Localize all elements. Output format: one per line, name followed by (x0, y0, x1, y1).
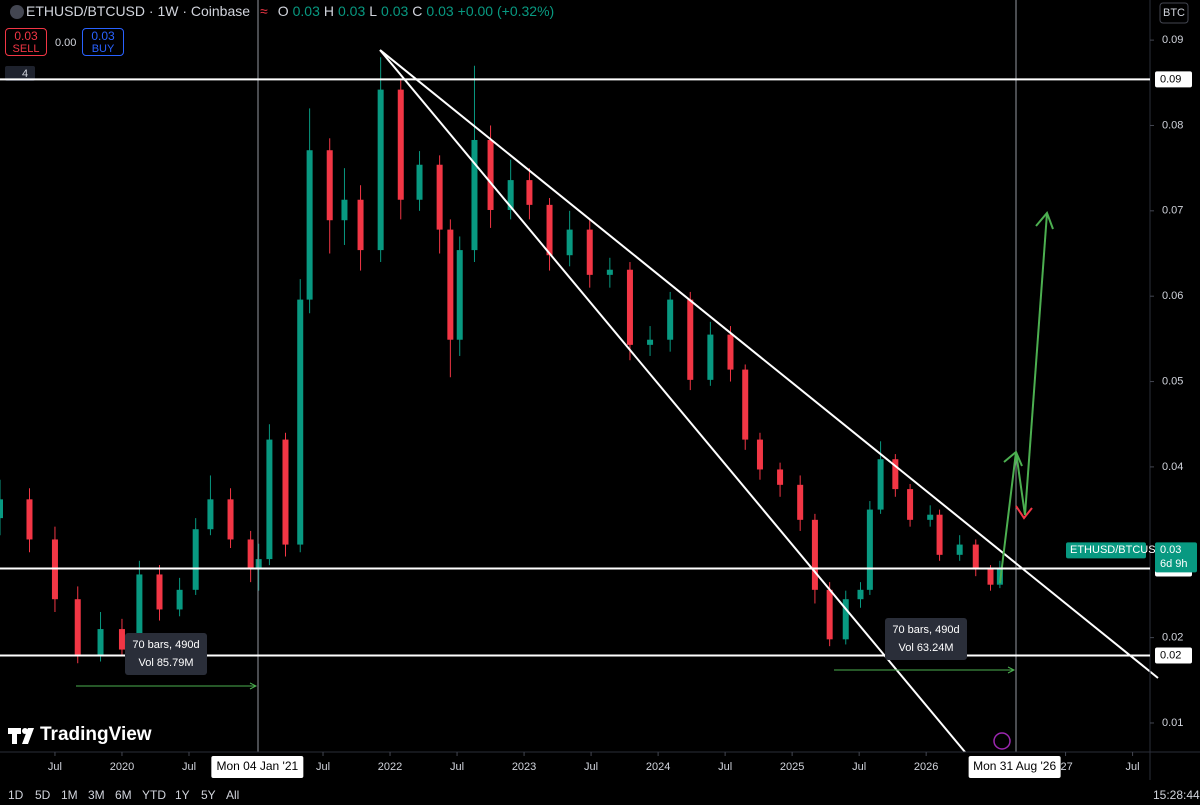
range-button[interactable]: 5D (35, 788, 51, 802)
ohlc-key: L (369, 3, 378, 19)
measure-arrow (1007, 666, 1016, 674)
level-label: 0.09 (1160, 73, 1181, 85)
candle-body (0, 499, 3, 519)
level-label: 0.02 (1160, 649, 1181, 661)
measure-arrow (249, 682, 258, 690)
bar-countdown: 6d 9h (1160, 558, 1188, 570)
x-tick-label: Jul (1126, 761, 1140, 773)
x-tick-label: 2023 (512, 761, 536, 773)
x-tick-label: Jul (182, 761, 196, 773)
x-tick-label: Jul (584, 761, 598, 773)
y-tick-label: 0.05 (1162, 375, 1183, 387)
ohlc-key: O (277, 3, 289, 19)
measure-volume: Vol 63.24M (898, 642, 953, 654)
buy-price[interactable]: 0.03 (91, 29, 115, 43)
y-tick-label: 0.06 (1162, 290, 1183, 302)
level-label-box (1155, 647, 1192, 664)
brand-name: TradingView (40, 724, 152, 745)
buy-label[interactable]: BUY (91, 43, 115, 55)
y-tick-label: 0.01 (1162, 717, 1183, 729)
y-tick-label: 0.04 (1162, 461, 1183, 473)
path-arrow (1035, 211, 1054, 230)
trend-line (379, 49, 1159, 679)
crosshair-date: Mon 04 Jan '21 (216, 759, 298, 773)
x-tick-label: Jul (316, 761, 330, 773)
x-tick-label: Jul (450, 761, 464, 773)
range-button[interactable]: 3M (88, 788, 105, 802)
ohlc-value: 0.03 (381, 3, 409, 19)
symbol[interactable]: ETHUSD/BTCUSD · 1W · Coinbase (26, 3, 251, 19)
symbol-icon (10, 5, 24, 19)
event-icon[interactable] (993, 732, 1011, 750)
change: +0.00 (+0.32%) (457, 3, 555, 19)
range-button[interactable]: 5Y (201, 788, 216, 802)
range-button[interactable]: 1D (8, 788, 24, 802)
crosshair-date: Mon 31 Aug '26 (973, 759, 1056, 773)
status-icon: ≈ (260, 3, 268, 19)
x-tick-label: Jul (48, 761, 62, 773)
brand-logo (8, 728, 34, 744)
sell-button[interactable]: 0.03 SELL (5, 28, 47, 56)
ohlc-key: H (323, 3, 334, 19)
measure-label: 70 bars, 490d (892, 624, 959, 636)
last-price-tag (1066, 542, 1146, 559)
range-button[interactable]: 1M (61, 788, 78, 802)
bottom-toolbar: 15:28:44 UTC 1D 5D 1M 3M 6M YTD 1Y 5Y All (0, 785, 1200, 805)
range-button[interactable]: 6M (115, 788, 132, 802)
x-tick-label: Jul (718, 761, 732, 773)
y-tick-label: 0.09 (1162, 34, 1183, 46)
x-tick-label: 2025 (780, 761, 804, 773)
measure-label: 70 bars, 490d (132, 639, 199, 651)
path-arrow (1024, 212, 1048, 516)
crosshair-date-box (968, 756, 1061, 778)
level-label-box (1155, 71, 1192, 88)
measure-box (125, 633, 207, 675)
x-tick-label: Jul (852, 761, 866, 773)
range-button[interactable]: YTD (142, 788, 166, 802)
y-tick-label: 0.08 (1162, 119, 1183, 131)
x-tick-label: 2026 (914, 761, 938, 773)
last-price-label: 0.03 (1160, 544, 1181, 556)
clock: 15:28:44 UTC (1153, 788, 1200, 802)
sell-price[interactable]: 0.03 (14, 29, 38, 43)
measure-volume: Vol 85.79M (138, 657, 193, 669)
last-price-name: ETHUSD/BTCUSD (1070, 544, 1164, 556)
currency-button[interactable] (1159, 2, 1189, 24)
trend-line (379, 49, 966, 753)
crosshair-date-box (211, 756, 304, 778)
currency[interactable]: BTC (1163, 7, 1185, 19)
x-tick-label: 2022 (378, 761, 402, 773)
measure-box (885, 618, 967, 660)
y-tick-label: 0.02 (1162, 632, 1183, 644)
y-tick-label: 0.07 (1162, 205, 1183, 217)
x-tick-label: 2024 (646, 761, 670, 773)
buy-button[interactable]: 0.03 BUY (82, 28, 124, 56)
x-tick-label: 2020 (110, 761, 134, 773)
path-arrow (1015, 505, 1033, 520)
last-price-box (1155, 542, 1197, 573)
ohlc-value: 0.03 (338, 3, 366, 19)
ohlc-value: 0.03 (426, 3, 454, 19)
spread: 0.00 (55, 37, 77, 49)
indicator-count[interactable]: 4 (22, 68, 28, 80)
indicator-toggle[interactable] (5, 66, 35, 81)
x-tick-label: '27 (1058, 761, 1072, 773)
ohlc-key: C (412, 3, 423, 19)
path-arrow (1003, 450, 1023, 467)
sell-label[interactable]: SELL (12, 43, 40, 55)
ohlc-value: 0.03 (292, 3, 320, 19)
range-button[interactable]: All (226, 788, 240, 802)
range-button[interactable]: 1Y (175, 788, 190, 802)
path-arrow (999, 451, 1026, 584)
